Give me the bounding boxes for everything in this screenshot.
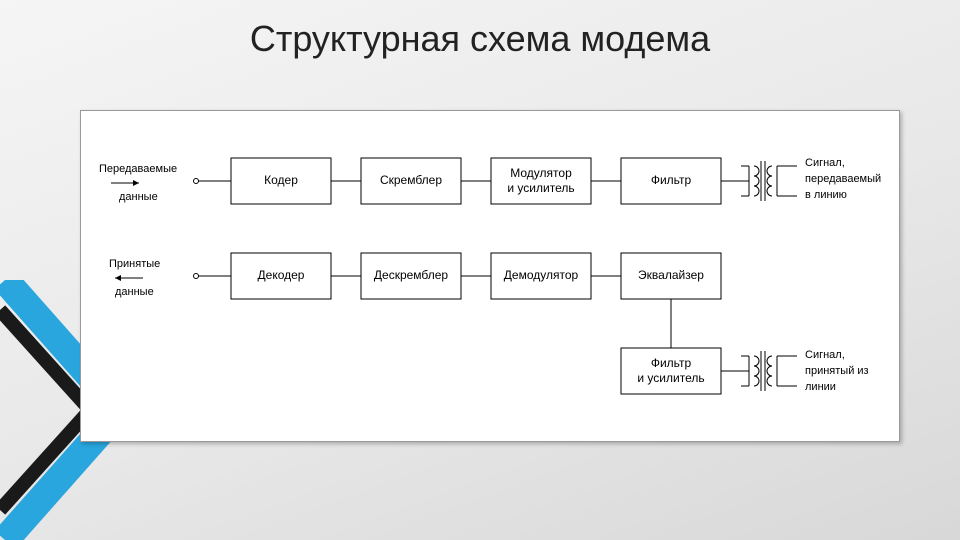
box-filter-tx: Фильтр [621,158,721,204]
svg-text:Кодер: Кодер [264,173,298,187]
label-tx-input: Передаваемые данные [99,163,177,203]
svg-text:Сигнал,: Сигнал, [805,349,845,361]
svg-text:Декодер: Декодер [258,268,305,282]
transformer-rx-icon [741,351,797,391]
svg-text:Демодулятор: Демодулятор [504,268,579,282]
svg-text:Передаваемые: Передаваемые [99,163,177,175]
svg-text:в линию: в линию [805,189,847,201]
label-rx-output: Принятые данные [109,258,160,298]
box-decoder: Декодер [231,253,331,299]
svg-text:Фильтр: Фильтр [651,173,692,187]
label-tx-line: Сигнал, передаваемый в линию [805,157,881,201]
svg-text:Фильтр: Фильтр [651,356,692,370]
svg-text:данные: данные [119,191,158,203]
svg-text:Скремблер: Скремблер [380,173,442,187]
svg-text:данные: данные [115,286,154,298]
svg-text:линии: линии [805,381,836,393]
box-demodulator: Демодулятор [491,253,591,299]
box-equalizer: Эквалайзер [621,253,721,299]
svg-text:и усилитель: и усилитель [637,371,704,385]
page-title: Структурная схема модема [0,18,960,60]
modem-block-diagram: Кодер Скремблер Модулятор и усилитель Фи… [81,111,899,441]
transformer-tx-icon [741,161,797,201]
svg-text:Дескремблер: Дескремблер [374,268,449,282]
svg-text:Модулятор: Модулятор [510,166,572,180]
box-scrambler: Скремблер [361,158,461,204]
svg-text:и усилитель: и усилитель [507,181,574,195]
svg-text:передаваемый: передаваемый [805,173,881,185]
svg-text:Сигнал,: Сигнал, [805,157,845,169]
svg-text:Принятые: Принятые [109,258,160,270]
box-coder: Кодер [231,158,331,204]
box-modulator-amp: Модулятор и усилитель [491,158,591,204]
svg-text:Эквалайзер: Эквалайзер [638,268,704,282]
label-rx-line: Сигнал, принятый из линии [805,349,869,393]
svg-text:принятый из: принятый из [805,365,869,377]
diagram-frame: Кодер Скремблер Модулятор и усилитель Фи… [80,110,900,442]
box-descrambler: Дескремблер [361,253,461,299]
box-filter-amp: Фильтр и усилитель [621,348,721,394]
